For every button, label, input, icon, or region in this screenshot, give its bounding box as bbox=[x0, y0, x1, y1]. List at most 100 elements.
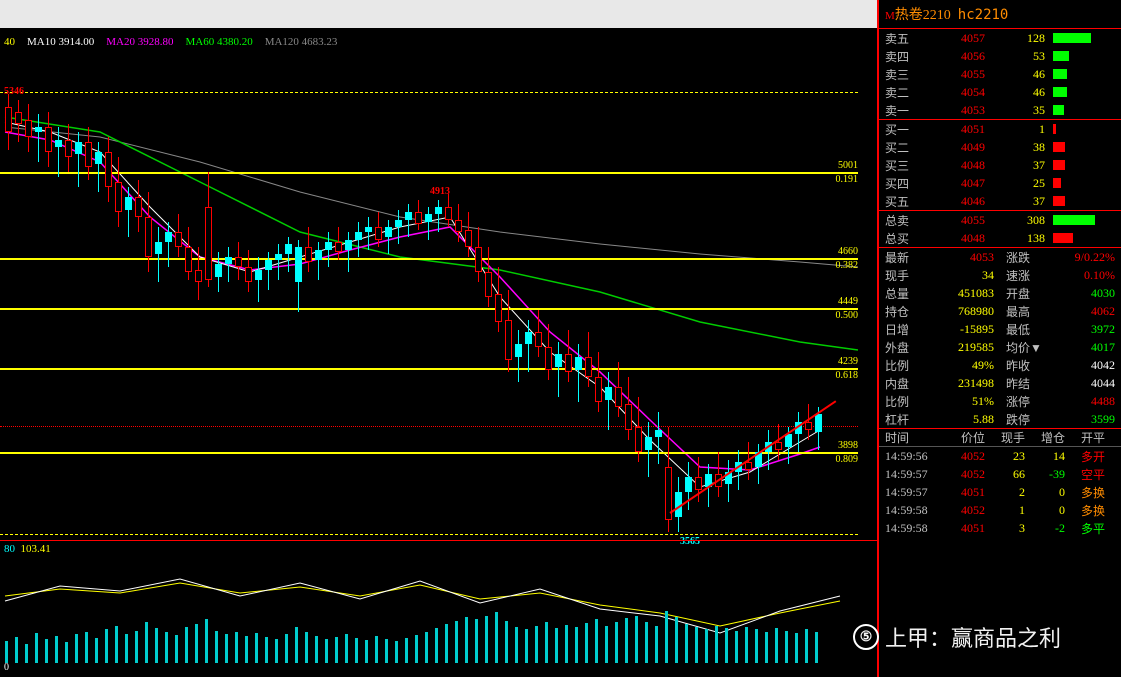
vol-bar bbox=[575, 627, 578, 663]
vol-bar bbox=[705, 629, 708, 663]
depth-row[interactable]: 总卖4055308 bbox=[879, 211, 1121, 229]
vol-bar bbox=[185, 627, 188, 663]
vol-bar bbox=[235, 632, 238, 663]
vol-bar bbox=[715, 626, 718, 664]
vol-bar bbox=[645, 622, 648, 663]
vol-bar bbox=[105, 629, 108, 663]
vol-bar bbox=[545, 622, 548, 663]
fib-line bbox=[0, 426, 858, 427]
stat-cell: 昨结4044 bbox=[1000, 374, 1121, 392]
depth-bar bbox=[1053, 233, 1103, 243]
vol-bar bbox=[695, 627, 698, 663]
depth-row[interactable]: 买五404637 bbox=[879, 192, 1121, 210]
depth-row[interactable]: 卖一405335 bbox=[879, 101, 1121, 119]
contract-title[interactable]: M热卷2210 hc2210 bbox=[879, 0, 1121, 29]
vol-bar bbox=[75, 634, 78, 663]
fib-label-ratio: 0.618 bbox=[836, 370, 859, 381]
depth-row[interactable]: 买三404837 bbox=[879, 156, 1121, 174]
chart-area[interactable]: 40 MA10 3914.00MA20 3928.80MA60 4380.20M… bbox=[0, 0, 878, 677]
vol-bar bbox=[745, 627, 748, 663]
fib-label-price: 5001 bbox=[838, 160, 858, 171]
vol-bar bbox=[65, 642, 68, 663]
fib-label-ratio: 0.191 bbox=[836, 174, 859, 185]
depth-bar bbox=[1053, 87, 1103, 97]
vol-bar bbox=[95, 638, 98, 663]
stat-cell: 内盘231498 bbox=[879, 374, 1000, 392]
stat-cell: 外盘219585 bbox=[879, 338, 1000, 356]
vol-bar bbox=[485, 616, 488, 664]
depth-bar bbox=[1053, 33, 1103, 43]
vol-bar bbox=[265, 637, 268, 663]
vol-bar bbox=[415, 635, 418, 663]
vol-bar bbox=[345, 634, 348, 663]
depth-row[interactable]: 卖五4057128 bbox=[879, 29, 1121, 47]
vol-bar bbox=[255, 633, 258, 663]
stat-cell: 速涨0.10% bbox=[1000, 266, 1121, 284]
vol-bar bbox=[155, 628, 158, 663]
fib-label-price: 4660 bbox=[838, 246, 858, 257]
depth-row[interactable]: 买二404938 bbox=[879, 138, 1121, 156]
vol-bar bbox=[775, 628, 778, 663]
depth-row[interactable]: 总买4048138 bbox=[879, 229, 1121, 247]
tick-row[interactable]: 14:59:5640522314多开 bbox=[879, 447, 1121, 465]
tick-row[interactable]: 14:59:57405120多换 bbox=[879, 483, 1121, 501]
stat-cell: 最新4053 bbox=[879, 248, 1000, 266]
vol-bar bbox=[355, 638, 358, 663]
vol-bar bbox=[175, 635, 178, 663]
vol-bar bbox=[675, 617, 678, 663]
stat-cell: 涨停4488 bbox=[1000, 392, 1121, 410]
vol-bar bbox=[445, 624, 448, 663]
fib-line bbox=[0, 368, 858, 370]
depth-row[interactable]: 买一40511 bbox=[879, 120, 1121, 138]
vol-bar bbox=[125, 634, 128, 663]
depth-row[interactable]: 卖二405446 bbox=[879, 83, 1121, 101]
vol-bar bbox=[625, 618, 628, 663]
tick-row[interactable]: 14:59:58405210多换 bbox=[879, 501, 1121, 519]
toolbar bbox=[0, 0, 877, 28]
vol-bar bbox=[295, 627, 298, 663]
stat-cell: 开盘4030 bbox=[1000, 284, 1121, 302]
vol-bar bbox=[135, 631, 138, 664]
sub-indicator[interactable]: 80 103.41 0 bbox=[0, 540, 878, 675]
vol-bar bbox=[5, 641, 8, 664]
depth-bar bbox=[1053, 69, 1103, 79]
vol-bar bbox=[205, 619, 208, 663]
depth-row[interactable]: 卖四405653 bbox=[879, 47, 1121, 65]
vol-bar bbox=[635, 616, 638, 664]
vol-bar bbox=[605, 626, 608, 664]
vol-bar bbox=[325, 639, 328, 663]
depth-bar bbox=[1053, 51, 1103, 61]
stat-cell: 比例49% bbox=[879, 356, 1000, 374]
vol-bar bbox=[785, 631, 788, 664]
depth-row[interactable]: 买四404725 bbox=[879, 174, 1121, 192]
depth-row[interactable]: 卖三405546 bbox=[879, 65, 1121, 83]
vol-bar bbox=[245, 636, 248, 664]
bid-depth: 买一40511买二404938买三404837买四404725买五404637 bbox=[879, 120, 1121, 211]
vol-bar bbox=[115, 626, 118, 664]
vol-bar bbox=[85, 632, 88, 663]
depth-bar bbox=[1053, 105, 1103, 115]
stat-cell: 最高4062 bbox=[1000, 302, 1121, 320]
fib-line bbox=[0, 258, 858, 260]
vol-bar bbox=[45, 639, 48, 663]
vol-bar bbox=[495, 612, 498, 663]
depth-bar bbox=[1053, 142, 1103, 152]
peak-label: 5346 bbox=[4, 86, 24, 97]
fib-label-price: 3898 bbox=[838, 440, 858, 451]
vol-bar bbox=[365, 640, 368, 663]
vol-bar bbox=[195, 624, 198, 663]
vol-bar bbox=[465, 617, 468, 663]
stat-cell: 昨收4042 bbox=[1000, 356, 1121, 374]
ma-curves bbox=[0, 32, 858, 542]
vol-bar bbox=[685, 624, 688, 663]
vol-bar bbox=[425, 632, 428, 663]
peak-label: 4913 bbox=[430, 186, 450, 197]
tick-row[interactable]: 14:59:57405266-39空平 bbox=[879, 465, 1121, 483]
tick-row[interactable]: 14:59:5840513-2多平 bbox=[879, 519, 1121, 537]
stat-cell: 总量451083 bbox=[879, 284, 1000, 302]
vol-bar bbox=[395, 641, 398, 663]
fib-label-price: 4449 bbox=[838, 296, 858, 307]
candlestick-chart[interactable]: 50010.19146600.38244490.50042390.6183898… bbox=[0, 32, 878, 532]
sub-curves bbox=[0, 541, 858, 676]
vol-bar bbox=[15, 637, 18, 663]
